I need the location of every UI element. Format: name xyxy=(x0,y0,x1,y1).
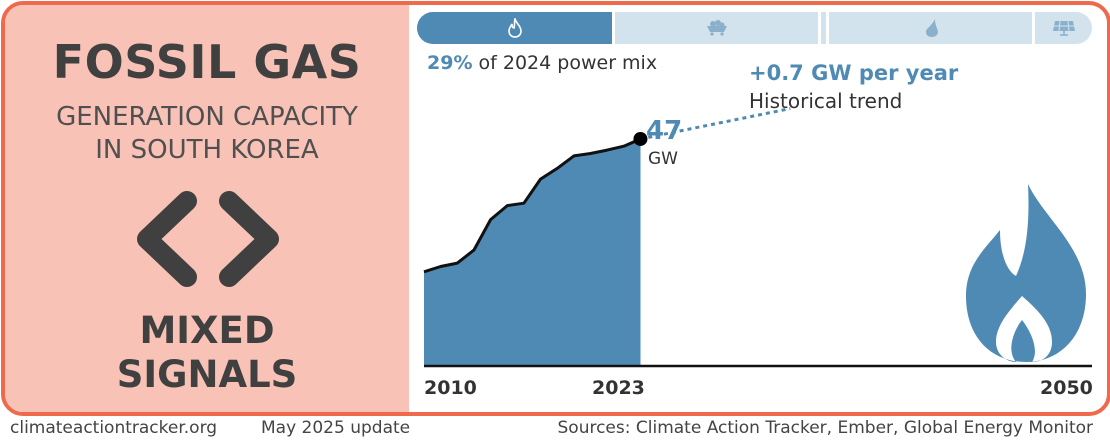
current-capacity-unit: GW xyxy=(648,149,678,169)
fuel-segment-solar xyxy=(1032,12,1092,44)
subtitle-line-2: IN SOUTH KOREA xyxy=(95,135,319,165)
capacity-area xyxy=(424,139,641,366)
footer-sources: Sources: Climate Action Tracker, Ember, … xyxy=(557,418,1094,438)
fuel-type-bar xyxy=(417,12,1092,44)
x-tick-2050: 2050 xyxy=(1040,377,1093,399)
x-tick-2023: 2023 xyxy=(592,377,645,399)
status-line-2: SIGNALS xyxy=(116,353,298,396)
solar-panel-icon xyxy=(1052,20,1075,36)
coal-cart-icon xyxy=(706,20,727,36)
infographic-card: FOSSIL GAS GENERATION CAPACITY IN SOUTH … xyxy=(1,1,1110,416)
fuel-segment-hydro xyxy=(826,12,1032,44)
fuel-segment-oil xyxy=(818,12,826,44)
trend-label: Historical trend xyxy=(749,89,903,113)
mixed-signals-icon xyxy=(137,191,279,287)
trend-value: +0.7 GW per year xyxy=(749,61,959,85)
footer-site: climateactiontracker.org xyxy=(10,418,218,438)
historical-trend-line xyxy=(640,107,791,141)
power-mix-text: of 2024 power mix xyxy=(478,52,658,74)
power-mix-share: 29% of 2024 power mix xyxy=(427,52,657,74)
status-line-1: MIXED xyxy=(139,309,275,352)
flame-icon xyxy=(507,18,522,38)
capacity-series-line xyxy=(423,137,642,274)
x-tick-2010: 2010 xyxy=(424,377,477,399)
water-drop-icon xyxy=(925,19,938,37)
page-title: FOSSIL GAS xyxy=(52,35,362,89)
latest-data-point xyxy=(633,131,648,146)
footer-update: May 2025 update xyxy=(261,418,411,438)
current-capacity-value: 47 xyxy=(646,116,683,146)
subtitle-line-1: GENERATION CAPACITY xyxy=(56,102,358,132)
power-mix-percent: 29% xyxy=(427,52,473,74)
subtitle: GENERATION CAPACITY IN SOUTH KOREA xyxy=(5,101,409,167)
fuel-segment-gas xyxy=(417,12,612,44)
gas-flame-icon xyxy=(966,184,1086,362)
fuel-segment-coal xyxy=(612,12,818,44)
summary-panel: FOSSIL GAS GENERATION CAPACITY IN SOUTH … xyxy=(5,5,409,412)
status-label: MIXED SIGNALS xyxy=(5,309,409,397)
